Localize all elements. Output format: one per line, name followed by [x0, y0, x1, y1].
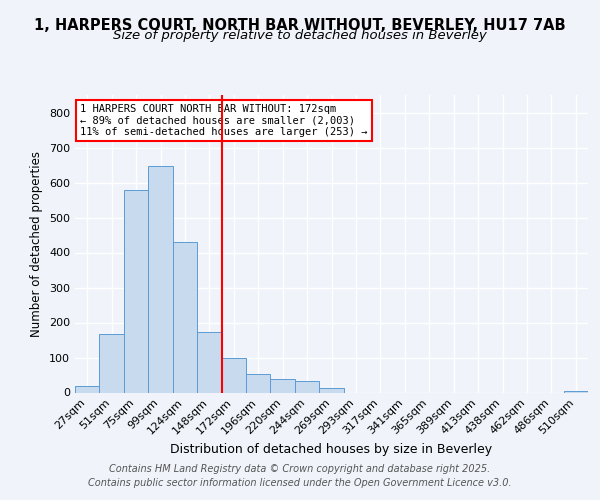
Bar	[319, 388, 344, 392]
Text: Size of property relative to detached houses in Beverley: Size of property relative to detached ho…	[113, 29, 487, 42]
Bar	[221, 358, 246, 392]
Text: 1, HARPERS COURT, NORTH BAR WITHOUT, BEVERLEY, HU17 7AB: 1, HARPERS COURT, NORTH BAR WITHOUT, BEV…	[34, 18, 566, 32]
Bar	[75, 386, 100, 392]
Text: Contains HM Land Registry data © Crown copyright and database right 2025.
Contai: Contains HM Land Registry data © Crown c…	[88, 464, 512, 487]
Bar	[295, 382, 319, 392]
Y-axis label: Number of detached properties: Number of detached properties	[31, 151, 43, 337]
Bar	[197, 332, 221, 392]
Bar	[124, 190, 148, 392]
Bar	[271, 378, 295, 392]
Text: 1 HARPERS COURT NORTH BAR WITHOUT: 172sqm
← 89% of detached houses are smaller (: 1 HARPERS COURT NORTH BAR WITHOUT: 172sq…	[80, 104, 368, 137]
Bar	[173, 242, 197, 392]
Bar	[563, 391, 588, 392]
X-axis label: Distribution of detached houses by size in Beverley: Distribution of detached houses by size …	[170, 444, 493, 456]
Bar	[148, 166, 173, 392]
Bar	[246, 374, 271, 392]
Bar	[100, 334, 124, 392]
